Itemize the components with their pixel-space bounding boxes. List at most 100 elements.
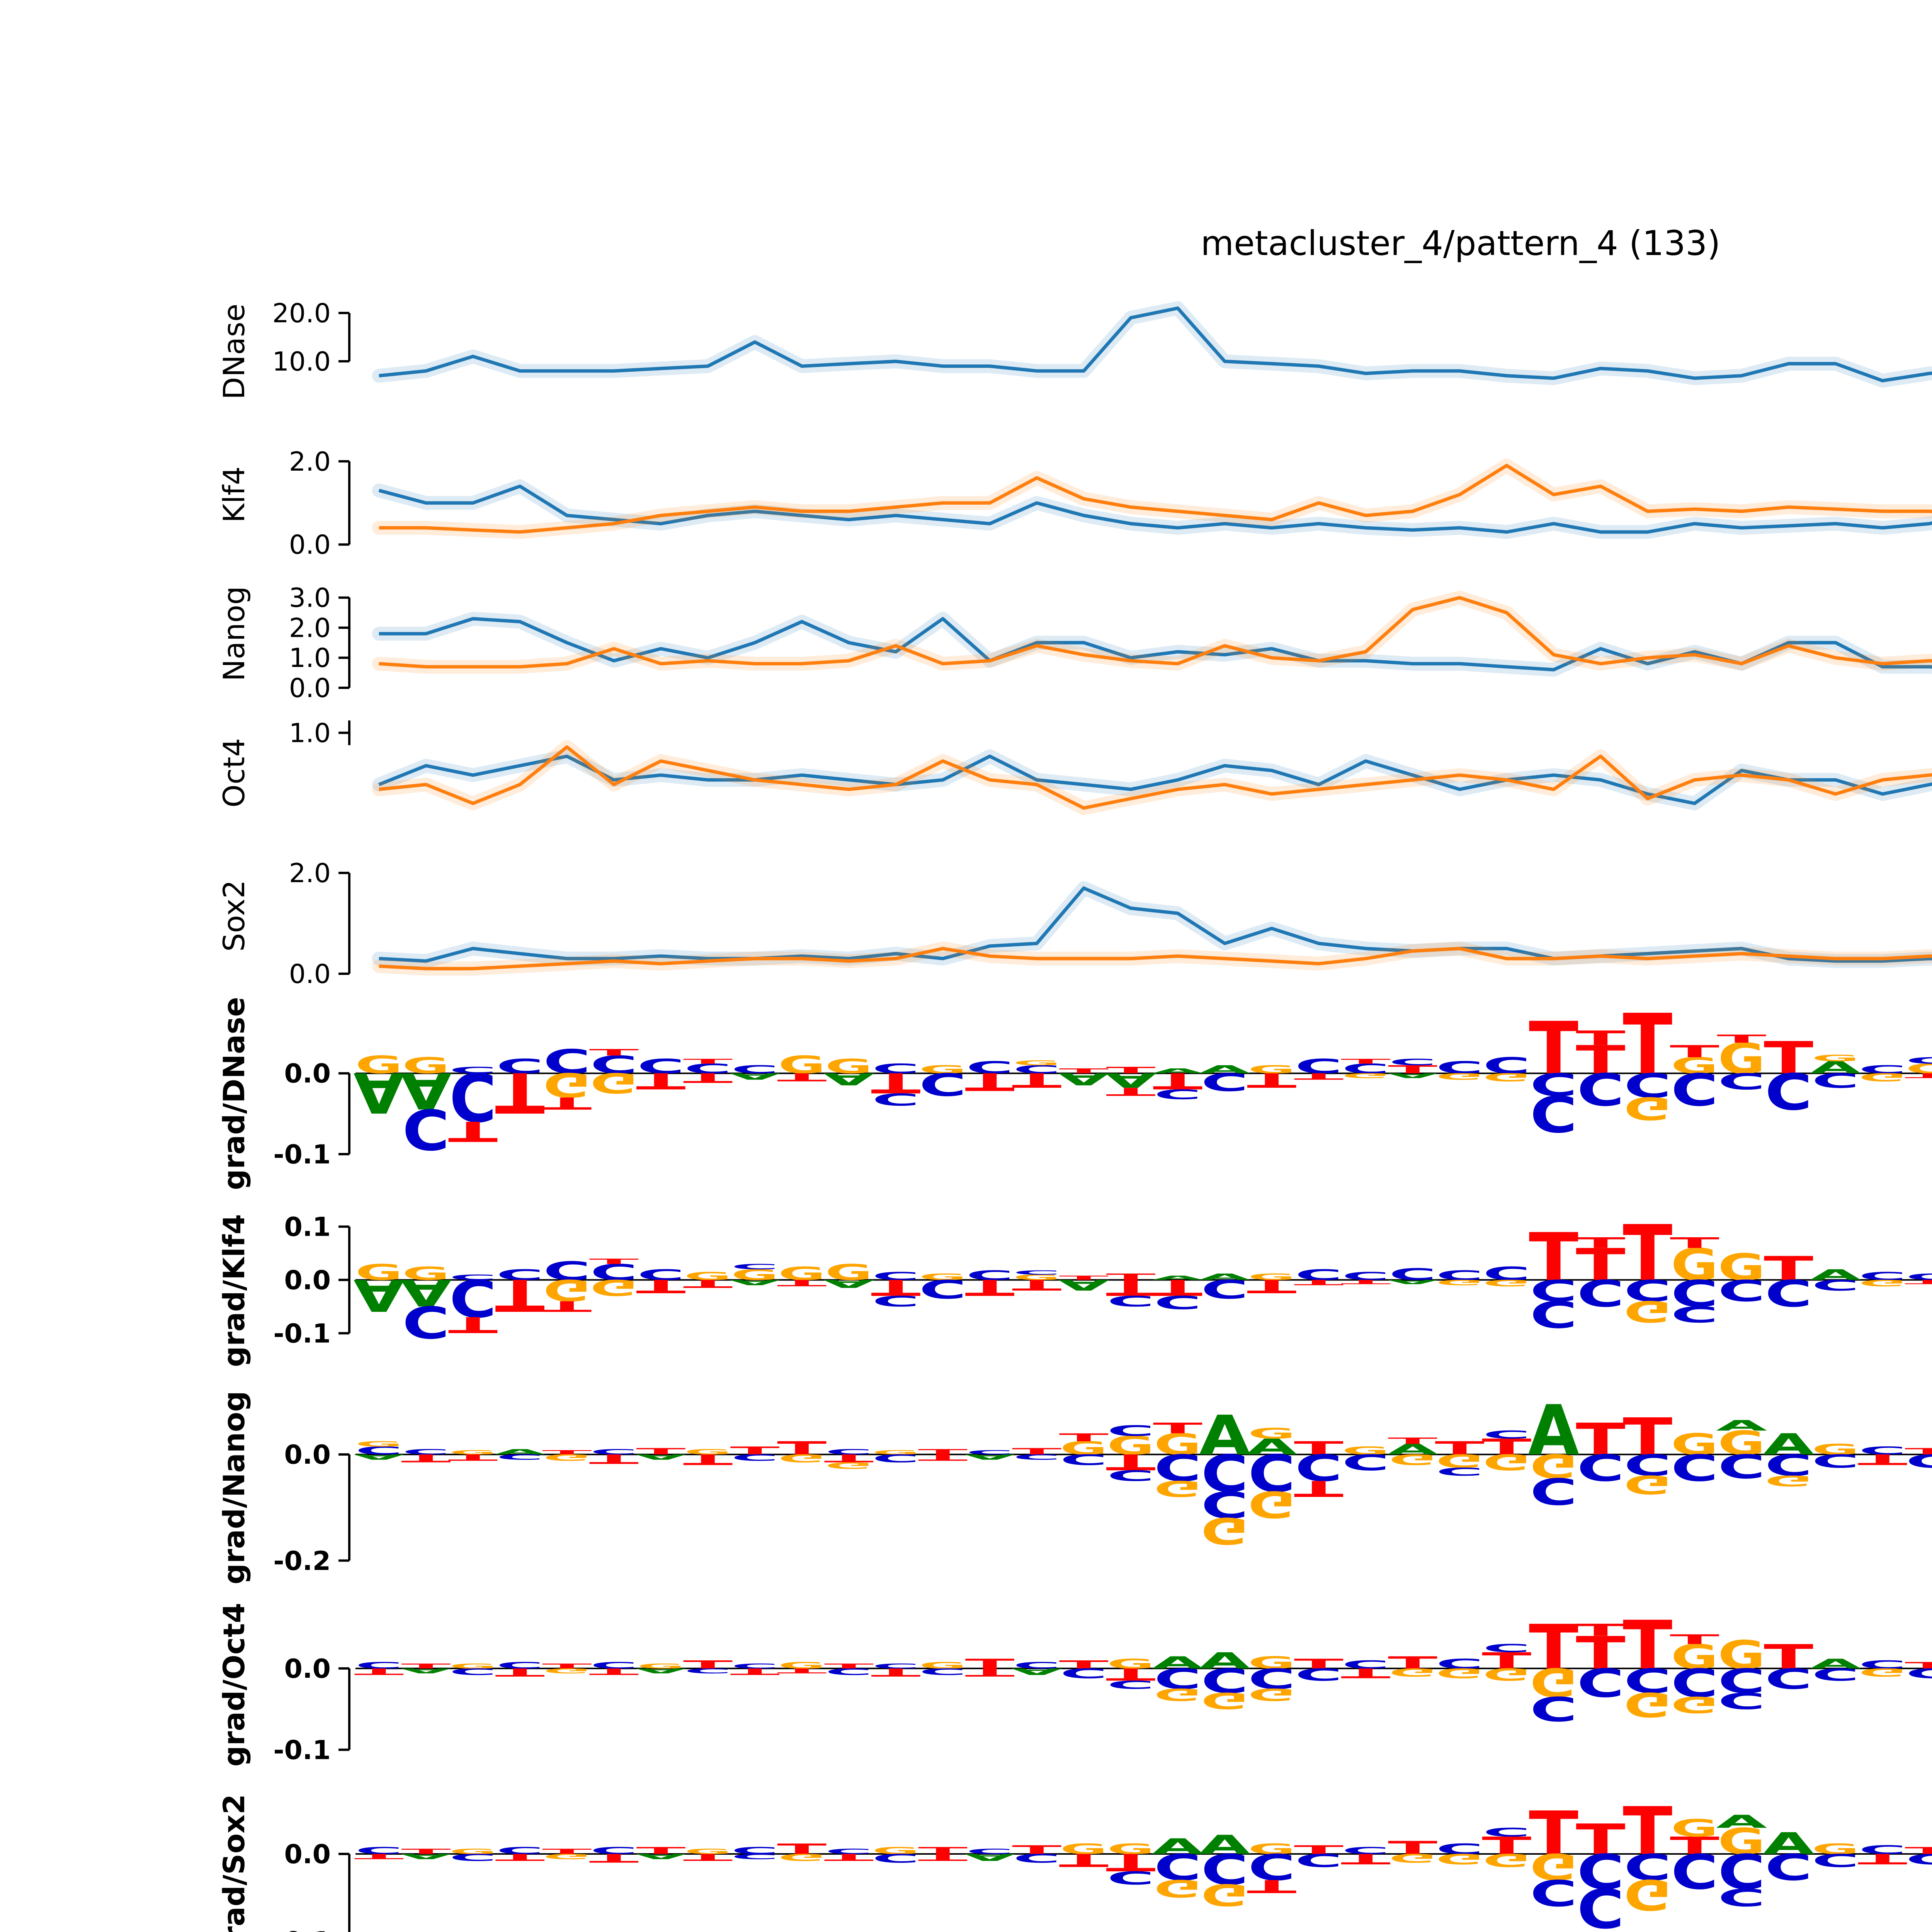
logo-letter-C: C	[637, 1055, 684, 1078]
logo-letter-C: C	[1624, 1845, 1671, 1887]
logo-letter-T: T	[1670, 1235, 1719, 1252]
logo-letter-C: C	[1060, 1665, 1107, 1681]
logo-letter-C: C	[1765, 1447, 1812, 1481]
logo-letter-C: C	[449, 1273, 497, 1282]
logo-letter-G: G	[872, 1845, 920, 1856]
logo-letter-C: C	[1342, 1449, 1389, 1475]
logo-letter-T: T	[730, 1444, 780, 1457]
logo-letter-G: G	[355, 1440, 403, 1448]
logo-letter-C: C	[1483, 1053, 1530, 1079]
logo-letter-A: A	[1058, 1276, 1109, 1293]
y-tick-label: 1.0	[289, 643, 331, 673]
logo-letter-T: T	[1764, 1250, 1814, 1288]
logo-letter-G: G	[1013, 1059, 1061, 1067]
logo-letter-G: G	[449, 1449, 497, 1456]
logo-letter-C: C	[731, 1452, 778, 1463]
logo-letter-G: G	[449, 1662, 497, 1670]
logo-letter-G: G	[1718, 1633, 1765, 1678]
logo-letter-T: T	[1576, 1815, 1626, 1864]
logo-letter-C: C	[1295, 1850, 1342, 1871]
y-tick-label: 0.0	[284, 1440, 331, 1470]
logo-letter-T: T	[1247, 1068, 1297, 1092]
logo-letter-A: A	[1058, 1069, 1109, 1088]
logo-letter-G: G	[919, 1272, 967, 1282]
logo-letter-T: T	[1905, 1279, 1932, 1286]
logo-letter-A: A	[353, 1269, 405, 1320]
logo-letter-A: A	[1152, 1834, 1204, 1859]
logo-letter-C: C	[1436, 1268, 1483, 1283]
logo-letter-T: T	[1294, 1476, 1344, 1501]
logo-letter-C: C	[496, 1055, 543, 1078]
logo-letter-C: C	[919, 1066, 966, 1102]
logo-letter-A: A	[823, 1277, 874, 1290]
logo-letter-T: T	[495, 1852, 545, 1863]
y-tick-label: -0.1	[273, 1735, 331, 1765]
logo-letter-G: G	[1248, 1483, 1296, 1525]
logo-letter-G: G	[1859, 1666, 1906, 1679]
logo-letter-T: T	[871, 1275, 921, 1300]
logo-letter-C: C	[590, 1448, 638, 1456]
logo-letter-C: C	[1107, 1467, 1154, 1484]
logo-letter-C: C	[1248, 1442, 1295, 1501]
y-tick-label: 0.0	[284, 1265, 331, 1296]
y-tick-label: 0.0	[284, 1654, 331, 1684]
logo-letter-T: T	[824, 1452, 874, 1464]
logo-letter-C: C	[684, 1667, 731, 1675]
logo-letter-T: T	[1905, 1446, 1932, 1456]
logo-letter-T: T	[542, 1298, 592, 1315]
logo-letter-C: C	[1201, 1442, 1248, 1501]
logo-letter-T: T	[824, 1852, 874, 1863]
logo-letter-G: G	[825, 1460, 872, 1470]
logo-letter-C: C	[1812, 1276, 1859, 1293]
logo-letter-C: C	[1906, 1450, 1932, 1471]
logo-letter-A: A	[1387, 1441, 1439, 1458]
logo-letter-C: C	[590, 1260, 638, 1285]
logo-letter-C: C	[731, 1845, 778, 1856]
logo-letter-T: T	[1106, 1449, 1156, 1475]
panel-dnase: 20.0 10.0 DNase	[217, 298, 1932, 400]
logo-letter-G: G	[1530, 1845, 1577, 1887]
chart-title: metacluster_4/pattern_4 (133)	[1201, 226, 1721, 264]
logo-letter-C: C	[1859, 1270, 1906, 1282]
logo-letter-G: G	[778, 1852, 826, 1863]
logo-letter-C: C	[825, 1847, 872, 1856]
logo-letter-G: G	[825, 1055, 872, 1078]
logo-letter-C: C	[1765, 1662, 1812, 1694]
logo-letter-C: C	[402, 1097, 449, 1161]
logo-letter-G: G	[1248, 1063, 1296, 1076]
logo-letter-G: G	[543, 1852, 591, 1861]
logo-letter-C: C	[1342, 1270, 1389, 1282]
logo-letter-C: C	[1765, 1845, 1812, 1887]
logo-letter-T: T	[1670, 1042, 1719, 1061]
logo-letter-C: C	[1483, 1263, 1530, 1284]
logo-letter-T: T	[589, 1851, 639, 1865]
y-tick-label: 0.0	[289, 959, 331, 990]
logo-letter-G: G	[825, 1260, 872, 1285]
logo-letter-T: T	[1388, 1653, 1438, 1672]
logo-letter-T: T	[683, 1058, 733, 1065]
oct4-orange-line	[379, 745, 1932, 810]
logo-letter-C: C	[402, 1296, 449, 1347]
logo-letter-C: C	[1295, 1055, 1342, 1078]
logo-letter-C: C	[1765, 1271, 1812, 1314]
logo-letter-T: T	[448, 1312, 498, 1337]
logo-letter-G: G	[1718, 1034, 1765, 1083]
logo-letter-G: G	[1671, 1638, 1718, 1677]
logo-letter-G: G	[449, 1847, 497, 1856]
y-axis-label-grad-nanog: grad/Nanog	[217, 1391, 251, 1585]
logo-letter-T: T	[354, 1666, 404, 1677]
logo-letter-C: C	[1295, 1665, 1342, 1684]
logo-letter-G: G	[1624, 1870, 1672, 1919]
logo-letter-T: T	[1153, 1420, 1203, 1437]
y-tick-label: 0.0	[284, 1839, 331, 1870]
logo-letter-G: G	[543, 1667, 591, 1675]
logo-letter-T: T	[1341, 1279, 1391, 1286]
logo-letter-C: C	[1671, 1446, 1718, 1488]
y-tick-label: 20.0	[272, 298, 331, 329]
logo-letter-G: G	[1060, 1841, 1107, 1857]
logo-letter-T: T	[589, 1257, 639, 1266]
logo-letter-T: T	[1012, 1068, 1062, 1092]
logo-letter-T: T	[1576, 1235, 1626, 1252]
y-tick-label: 2.0	[289, 447, 331, 477]
